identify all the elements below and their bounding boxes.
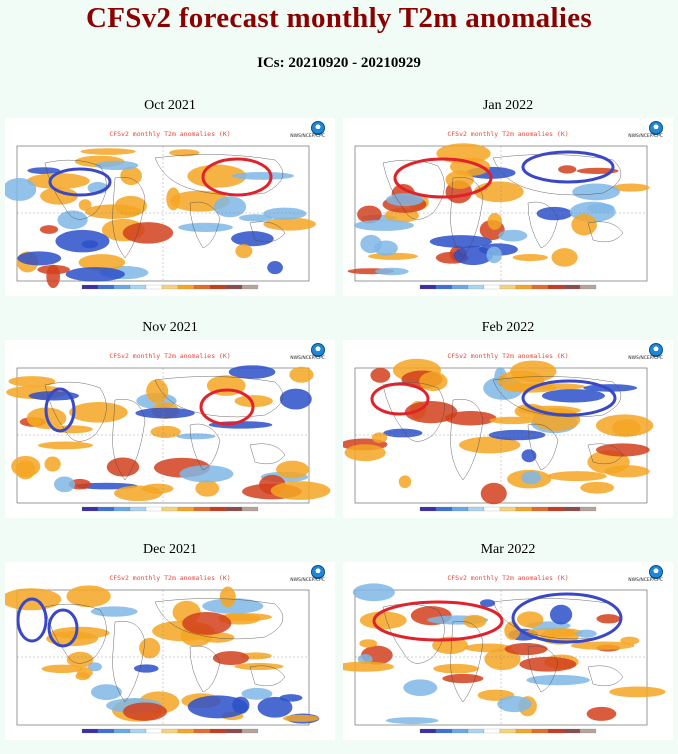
map-inner-title: CFSv2 monthly T2m anomalies (K) — [109, 130, 231, 138]
map-panel-feb-2022: NWS/NCEP/CPC CFSv2 monthly T2m anomalies … — [343, 340, 673, 518]
map-panel-dec-2021: NWS/NCEP/CPC CFSv2 monthly T2m anomalies … — [5, 562, 335, 740]
panel-label-nov-2021: Nov 2021 — [142, 320, 198, 335]
map-panel-mar-2022: NWS/NCEP/CPC CFSv2 monthly T2m anomalies … — [343, 562, 673, 740]
noaa-logo-icon — [649, 565, 663, 579]
anomaly-map — [343, 358, 654, 512]
anomaly-map — [347, 143, 650, 290]
map-inner-title: CFSv2 monthly T2m anomalies (K) — [447, 352, 569, 360]
map-panel-nov-2021: NWS/NCEP/CPC CFSv2 monthly T2m anomalies … — [5, 340, 335, 518]
agency-label: NWS/NCEP/CPC — [290, 356, 325, 361]
warm-anomaly-highlight — [201, 157, 273, 197]
agency-label: NWS/NCEP/CPC — [628, 356, 663, 361]
cool-anomaly-highlight — [521, 379, 617, 417]
warm-anomaly-highlight — [372, 600, 504, 642]
noaa-logo-icon — [311, 121, 325, 135]
cool-anomaly-highlight — [47, 608, 79, 648]
panel-label-jan-2022: Jan 2022 — [482, 98, 534, 113]
cool-anomaly-highlight — [521, 150, 615, 184]
map-inner-title: CFSv2 monthly T2m anomalies (K) — [447, 130, 569, 138]
noaa-logo-icon — [311, 565, 325, 579]
noaa-logo-icon — [311, 343, 325, 357]
warm-anomaly-highlight — [199, 388, 255, 426]
agency-label: NWS/NCEP/CPC — [290, 578, 325, 583]
initial-conditions-subtitle: ICs: 20210920 - 20210929 — [257, 55, 421, 71]
warm-anomaly-highlight — [370, 382, 430, 416]
noaa-logo-icon — [649, 121, 663, 135]
cool-anomaly-highlight — [48, 167, 112, 197]
map-inner-title: CFSv2 monthly T2m anomalies (K) — [109, 352, 231, 360]
page-title: CFSv2 forecast monthly T2m anomalies — [86, 2, 592, 34]
anomaly-map — [6, 365, 331, 512]
anomaly-map — [5, 585, 320, 734]
anomaly-map — [5, 145, 316, 290]
warm-anomaly-highlight — [393, 157, 493, 199]
cool-anomaly-highlight — [44, 387, 76, 433]
anomaly-map — [343, 583, 666, 734]
map-inner-title: CFSv2 monthly T2m anomalies (K) — [109, 574, 231, 582]
panel-label-feb-2022: Feb 2022 — [481, 320, 535, 335]
map-panel-jan-2022: NWS/NCEP/CPC CFSv2 monthly T2m anomalies … — [343, 118, 673, 296]
cool-anomaly-highlight — [511, 592, 623, 644]
map-panel-oct-2021: NWS/NCEP/CPC CFSv2 monthly T2m anomalies … — [5, 118, 335, 296]
panel-label-dec-2021: Dec 2021 — [142, 542, 198, 557]
panel-label-mar-2022: Mar 2022 — [480, 542, 536, 557]
map-inner-title: CFSv2 monthly T2m anomalies (K) — [447, 574, 569, 582]
panel-label-oct-2021: Oct 2021 — [144, 98, 196, 113]
noaa-logo-icon — [649, 343, 663, 357]
agency-label: NWS/NCEP/CPC — [628, 578, 663, 583]
cool-anomaly-highlight — [16, 597, 48, 643]
agency-label: NWS/NCEP/CPC — [290, 134, 325, 139]
agency-label: NWS/NCEP/CPC — [628, 134, 663, 139]
